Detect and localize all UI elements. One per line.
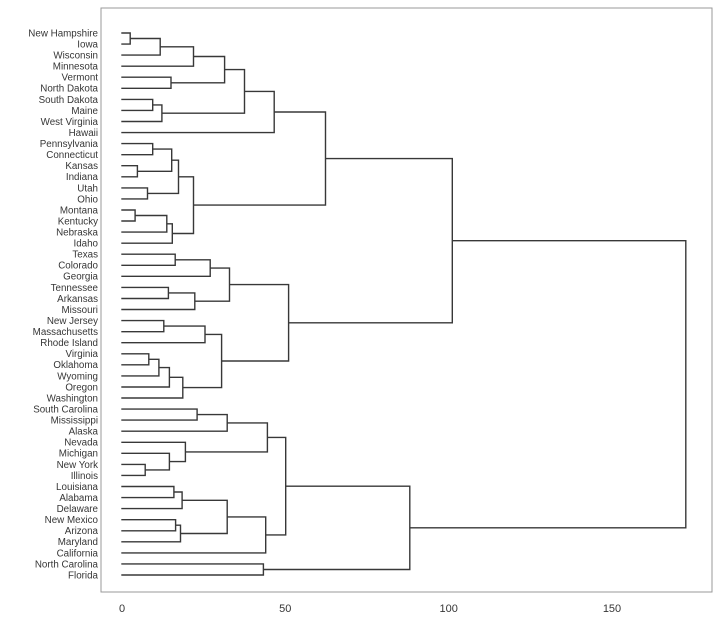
leaf-label: Alaska [69,427,99,438]
leaf-label: Wisconsin [53,51,98,62]
leaf-label: Oklahoma [53,360,98,371]
leaf-label: New Jersey [47,316,98,327]
plot-border [100,7,713,593]
x-axis-tick-label: 100 [440,603,458,615]
leaf-label: Indiana [66,172,99,183]
leaf-label: Washington [47,393,98,404]
leaf-label: North Carolina [35,559,99,570]
leaf-label: Missouri [62,305,98,316]
leaf-label: Nevada [64,438,98,449]
leaf-label: Vermont [62,73,99,84]
leaf-label: Alabama [59,493,98,504]
x-axis-tick-label: 150 [603,603,621,615]
leaf-label: Minnesota [53,62,99,73]
leaf-label: Idaho [73,239,98,250]
leaf-label: Arizona [65,526,99,537]
leaf-label: Pennsylvania [40,139,99,150]
leaf-label: Delaware [57,504,99,515]
leaf-label: New Mexico [45,515,99,526]
leaf-label: Florida [68,570,98,581]
x-axis-tick-label: 0 [119,603,125,615]
leaf-label: South Carolina [33,405,98,416]
dendrogram-lines [121,32,687,576]
leaf-label: Virginia [66,349,99,360]
leaf-label: Utah [77,183,98,194]
leaf-label: Tennessee [51,283,99,294]
leaf-label: West Virginia [41,117,99,128]
x-axis-tick-label: 50 [279,603,291,615]
leaf-label: Arkansas [57,294,98,305]
leaf-label: Hawaii [69,128,98,139]
leaf-label: South Dakota [39,95,99,106]
leaf-label: Ohio [77,194,98,205]
leaf-label: Texas [72,250,98,261]
leaf-label: Maryland [58,537,98,548]
leaf-label: New Hampshire [28,28,98,39]
leaf-label: Kansas [65,161,98,172]
leaf-label: Montana [60,205,99,216]
leaf-label: Louisiana [56,482,98,493]
leaf-label: Rhode Island [40,338,98,349]
leaf-label: Maine [71,106,98,117]
leaf-label: Nebraska [56,228,98,239]
leaf-label: Oregon [65,382,98,393]
leaf-label: Iowa [77,40,98,51]
leaf-label: Wyoming [57,371,98,382]
leaf-label: Georgia [63,272,98,283]
leaf-label: Illinois [71,471,98,482]
leaf-label: New York [57,460,98,471]
leaf-label: Connecticut [46,150,98,161]
leaf-label: Massachusetts [33,327,98,338]
leaf-label: Kentucky [58,216,98,227]
leaf-label: North Dakota [40,84,98,95]
leaf-label: Mississippi [51,416,98,427]
leaf-label: Colorado [58,261,98,272]
leaf-label: Michigan [59,449,98,460]
leaf-label: California [57,548,99,559]
